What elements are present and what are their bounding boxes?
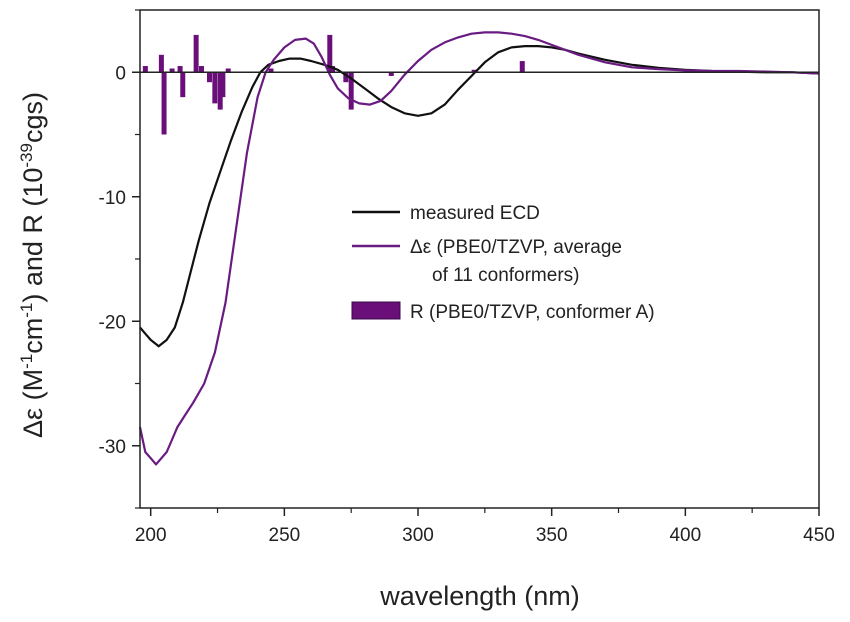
- rotatory-strength-bar: [169, 68, 175, 73]
- x-tick-label: 300: [402, 525, 434, 546]
- y-tick-label: -20: [99, 312, 126, 333]
- rotatory-strength-bar: [217, 72, 223, 110]
- x-axis-title: wavelength (nm): [379, 581, 580, 611]
- rotatory-strength-bar: [142, 66, 148, 73]
- rotatory-strength-bar: [388, 72, 394, 76]
- y-title-sup-1: -1: [17, 354, 36, 369]
- y-title-sup-2: -1: [17, 303, 36, 318]
- rotatory-strength-bar: [212, 72, 218, 104]
- rotatory-strength-bar: [348, 72, 354, 110]
- rotatory-strength-bars: [142, 34, 525, 135]
- y-tick-label: -10: [99, 188, 126, 209]
- rotatory-strength-bar: [519, 61, 525, 73]
- legend-calculated-label-line2: of 11 conformers): [432, 265, 579, 286]
- legend-bars-swatch: [351, 301, 401, 320]
- x-tick-label: 450: [803, 525, 835, 546]
- rotatory-strength-bar: [158, 54, 164, 73]
- y-title-part-4: cgs): [18, 92, 48, 143]
- y-title-part-3: ) and R (10: [18, 168, 48, 303]
- rotatory-strength-bar: [207, 72, 213, 83]
- rotatory-strength-bar: [329, 66, 335, 73]
- x-tick-label: 400: [669, 525, 701, 546]
- legend-calculated-label-line1: Δε (PBE0/TZVP, average: [410, 237, 622, 258]
- x-tick-label: 250: [269, 525, 301, 546]
- rotatory-strength-bar: [177, 66, 183, 73]
- legend: measured ECD Δε (PBE0/TZVP, average of 1…: [351, 203, 655, 323]
- rotatory-strength-bar: [327, 34, 333, 73]
- legend-measured-label: measured ECD: [410, 203, 540, 224]
- x-tick-label: 200: [135, 525, 167, 546]
- rotatory-strength-bar: [220, 72, 226, 98]
- calculated-ecd-line: [138, 31, 820, 466]
- x-tick-label: 350: [536, 525, 568, 546]
- spectrum-lines: [138, 31, 820, 466]
- rotatory-strength-bar: [225, 68, 231, 73]
- y-title-part-2: cm: [18, 318, 48, 354]
- y-tick-label: -30: [99, 437, 126, 458]
- rotatory-strength-bar: [471, 69, 477, 73]
- plot-frame: [139, 9, 820, 509]
- y-tick-label: 0: [115, 63, 126, 84]
- legend-bars-label: R (PBE0/TZVP, conformer A): [410, 302, 655, 323]
- y-title-sup-3: -39: [17, 143, 36, 168]
- rotatory-strength-bar: [198, 66, 204, 73]
- rotatory-strength-bar: [193, 34, 199, 73]
- rotatory-strength-bar: [161, 72, 167, 135]
- rotatory-strength-bar: [343, 72, 349, 83]
- rotatory-strength-bar: [268, 68, 274, 73]
- y-title-part-1: Δε (M: [18, 369, 48, 438]
- measured-ecd-line: [139, 45, 820, 348]
- rotatory-strength-bar: [180, 72, 186, 98]
- axes: 200 250 300 350 400 450 0 -10 -20 -30: [99, 9, 835, 546]
- y-axis-title: Δε (M-1cm-1) and R (10-39cgs): [17, 92, 48, 438]
